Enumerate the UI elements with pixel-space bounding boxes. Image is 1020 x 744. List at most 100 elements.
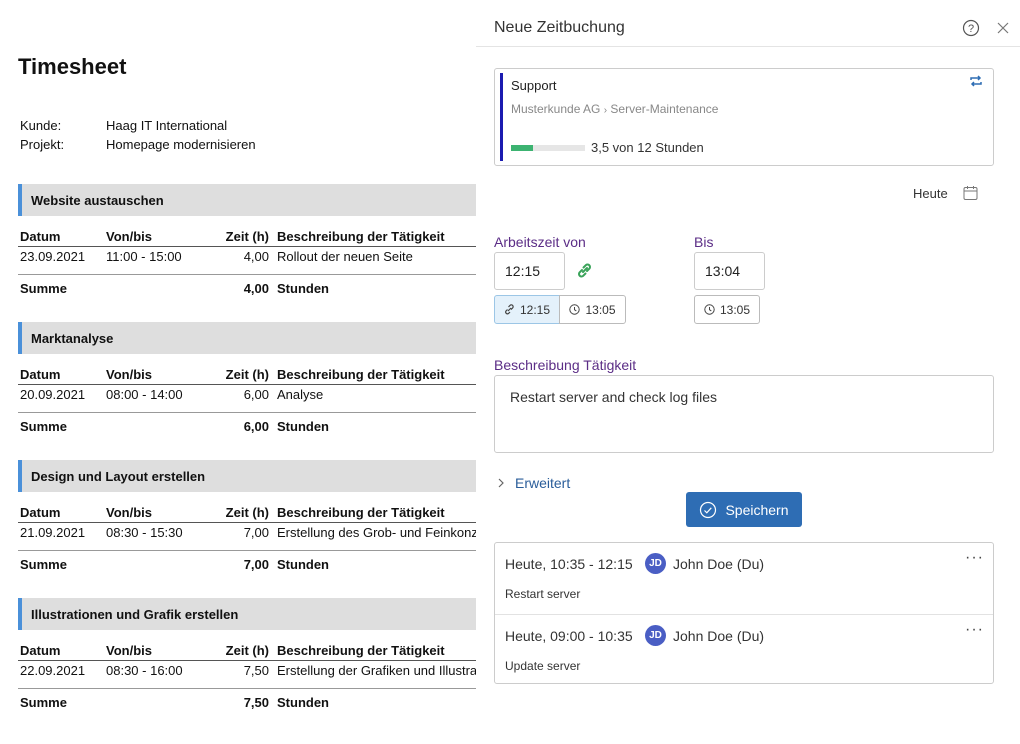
to-suggestion[interactable]: 13:05	[694, 295, 760, 324]
link-icon[interactable]	[576, 262, 593, 279]
column-header: Beschreibung der Tätigkeit	[277, 229, 445, 244]
avatar: JD	[645, 553, 666, 574]
close-icon[interactable]	[997, 22, 1009, 34]
column-header: Datum	[20, 367, 61, 382]
sum-label: Summe	[20, 419, 67, 434]
from-label: Arbeitszeit von	[494, 234, 586, 250]
task-card[interactable]: Support Musterkunde AG › Server-Maintena…	[494, 68, 994, 166]
table-cell: 22.09.2021	[20, 663, 86, 678]
clock-icon	[704, 304, 715, 315]
table-cell: Rollout der neuen Seite	[277, 249, 413, 264]
separator: ›	[603, 105, 608, 116]
advanced-toggle[interactable]: Erweitert	[515, 475, 571, 491]
project: Server-Maintenance	[610, 102, 719, 116]
svg-text:?: ?	[968, 23, 974, 35]
section-header: Illustrationen und Grafik erstellen	[18, 598, 476, 630]
to-label: Bis	[694, 234, 714, 250]
section-header: Design und Layout erstellen	[18, 460, 476, 492]
column-header: Datum	[20, 229, 61, 244]
column-header: Von/bis	[106, 643, 152, 658]
section-title: Illustrationen und Grafik erstellen	[31, 607, 239, 622]
to-input[interactable]: 13:04	[694, 252, 765, 290]
meta-value: Haag IT International	[106, 118, 228, 133]
table-cell: 20.09.2021	[20, 387, 86, 402]
sum-unit: Stunden	[277, 419, 329, 434]
table-cell: 6,00	[243, 387, 269, 402]
entry[interactable]: Heute, 09:00 - 10:35 JD John Doe (Du) ··· Up…	[495, 614, 993, 685]
button-label: 13:05	[585, 302, 616, 317]
entry-time: Heute, 09:00 - 10:35	[505, 628, 633, 644]
check-icon	[700, 501, 717, 518]
entry-note: Update server	[505, 659, 581, 673]
panel-title: Neue Zeitbuchung	[494, 19, 625, 36]
sum-value: 6,00	[243, 419, 269, 434]
entry-menu[interactable]: ···	[965, 621, 984, 638]
progress-label: 3,5 von 12 Stunden	[591, 140, 704, 155]
sum-value: 7,00	[243, 557, 269, 572]
column-header: Von/bis	[106, 229, 152, 244]
booking-panel: Neue Zeitbuchung ? Support Musterkunde A…	[476, 0, 1020, 744]
document-title: Timesheet	[18, 54, 127, 79]
avatar: JD	[645, 625, 666, 646]
table-cell: 08:30 - 15:30	[106, 525, 183, 540]
task-name: Support	[511, 78, 557, 93]
column-header: Datum	[20, 505, 61, 520]
entry[interactable]: Heute, 10:35 - 12:15 JD John Doe (Du) ··· Re…	[495, 543, 993, 613]
section-header: Website austauschen	[18, 184, 476, 216]
entry-user: John Doe (Du)	[673, 628, 765, 644]
column-header: Zeit (h)	[225, 505, 269, 520]
entry-time: Heute, 10:35 - 12:15	[505, 556, 633, 572]
switch-icon[interactable]	[969, 75, 983, 87]
link-icon	[505, 304, 514, 315]
table-cell: 11:00 - 15:00	[106, 249, 182, 264]
sum-unit: Stunden	[277, 557, 329, 572]
sum-unit: Stunden	[277, 695, 329, 710]
divider	[476, 46, 1020, 47]
rule	[18, 522, 476, 523]
column-header: Beschreibung der Tätigkeit	[277, 505, 445, 520]
table-cell: Analyse	[277, 387, 324, 402]
column-header: Beschreibung der Tätigkeit	[277, 643, 445, 658]
rule	[18, 688, 476, 689]
task-color-bar	[500, 73, 503, 161]
column-header: Von/bis	[106, 367, 152, 382]
date-label[interactable]: Heute	[913, 186, 948, 201]
description-input[interactable]: Restart server and check log files	[494, 375, 994, 453]
table-cell: 7,50	[243, 663, 269, 678]
sum-value: 7,50	[243, 695, 269, 710]
from-suggestion[interactable]: 12:15	[494, 295, 560, 324]
column-header: Zeit (h)	[225, 229, 269, 244]
rule	[18, 246, 476, 247]
clock-icon	[569, 304, 581, 315]
help-icon[interactable]: ?	[962, 19, 980, 37]
from-input[interactable]: 12:15	[494, 252, 565, 290]
progress-track	[511, 145, 585, 151]
sum-label: Summe	[20, 695, 67, 710]
from-suggestion[interactable]: 13:05	[559, 295, 626, 324]
entry-list: Heute, 10:35 - 12:15 JD John Doe (Du) ··· Re…	[494, 542, 994, 684]
section-title: Marktanalyse	[31, 331, 114, 346]
table-cell: 21.09.2021	[20, 525, 86, 540]
entry-menu[interactable]: ···	[965, 549, 984, 566]
table-cell: 4,00	[243, 249, 269, 264]
task-path: Musterkunde AG › Server-Maintenance	[511, 102, 718, 116]
table-cell: 23.09.2021	[20, 249, 86, 264]
column-header: Datum	[20, 643, 61, 658]
column-header: Von/bis	[106, 505, 152, 520]
rule	[18, 274, 476, 275]
button-label: Speichern	[725, 501, 789, 518]
sum-label: Summe	[20, 557, 67, 572]
section-title: Design und Layout erstellen	[31, 469, 206, 484]
chevron-icon[interactable]	[497, 477, 505, 489]
button-label: 13:05	[719, 302, 751, 317]
column-header: Zeit (h)	[225, 367, 269, 382]
meta-label: Projekt:	[20, 137, 65, 152]
sum-label: Summe	[20, 281, 67, 296]
progress-fill	[511, 145, 533, 151]
calendar-icon[interactable]	[963, 185, 978, 201]
rule	[18, 412, 476, 413]
save-button[interactable]: Speichern	[686, 492, 802, 527]
description-label: Beschreibung Tätigkeit	[494, 357, 637, 373]
